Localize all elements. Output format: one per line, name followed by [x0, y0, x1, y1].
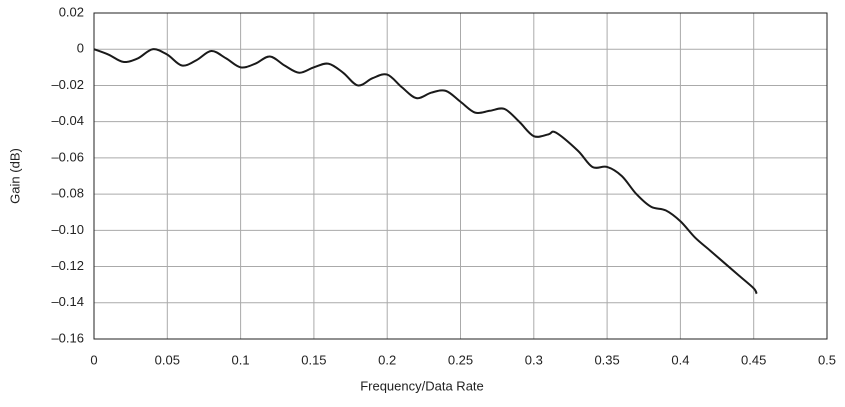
y-tick-label: –0.14 [51, 294, 84, 309]
plot-frame [93, 12, 828, 340]
y-tick-label: –0.04 [51, 113, 84, 128]
y-tick-label: –0.10 [51, 222, 84, 237]
x-tick-label: 0.1 [232, 352, 250, 367]
x-tick-label: 0.3 [525, 352, 543, 367]
x-tick-label: 0.5 [818, 352, 836, 367]
x-tick-label: 0.35 [594, 352, 619, 367]
x-tick-label: 0.2 [378, 352, 396, 367]
y-tick-label: –0.06 [51, 149, 84, 164]
y-tick-label: –0.08 [51, 186, 84, 201]
x-tick-label: 0.15 [301, 352, 326, 367]
x-tick-label: 0.05 [155, 352, 180, 367]
y-tick-label: –0.02 [51, 77, 84, 92]
x-tick-label: 0.25 [448, 352, 473, 367]
y-tick-label: –0.16 [51, 330, 84, 345]
y-tick-label: 0.02 [59, 4, 84, 19]
x-tick-label: 0.45 [741, 352, 766, 367]
x-axis-label: Frequency/Data Rate [360, 378, 484, 393]
x-tick-label: 0 [90, 352, 97, 367]
x-tick-label: 0.4 [671, 352, 689, 367]
y-tick-label: –0.12 [51, 258, 84, 273]
line-series [93, 48, 758, 295]
y-tick-label: 0 [77, 41, 84, 56]
y-axis-label: Gain (dB) [7, 148, 22, 204]
